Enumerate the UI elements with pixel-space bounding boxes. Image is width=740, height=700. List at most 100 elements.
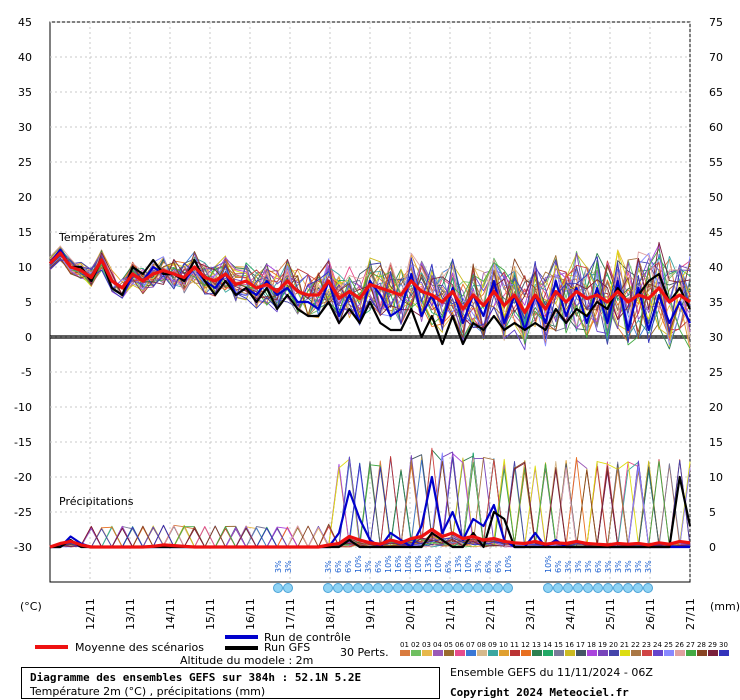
left-tick-label: -15 [14,436,32,449]
snow-percent-label: 3% [324,560,333,573]
gfs-temp-line [49,251,691,346]
pert-legend: 01 02 03 04 05 06 07 08 09 10 11 12 13 14 15 16 17 18 19 20… [400,641,729,656]
left-tick-label: 45 [18,16,32,29]
pert-legend-swatch [543,650,553,656]
snowflake-icon [343,583,353,593]
pert-legend-label: 09 [488,641,497,649]
legend-control-label: Run de contrôle [264,631,351,644]
snow-percent-label: 3% [584,560,593,573]
left-tick-label: 35 [18,86,32,99]
right-tick-label: 70 [709,51,723,64]
right-tick-label: 65 [709,86,723,99]
legend: Moyenne des scénarios Run de contrôle Ru… [35,631,729,667]
pert-legend-label: 04 [433,641,442,649]
pert-legend-label: 21 [620,641,629,649]
right-tick-label: 10 [709,471,723,484]
left-tick-label: 30 [18,121,32,134]
legend-mean-label: Moyenne des scénarios [75,641,204,654]
date-label: 15/11 [204,598,217,630]
pert-legend-swatch [444,650,454,656]
snowflake-icon [613,583,623,593]
snow-percent-label: 13% [454,555,463,573]
pert-temp-line [49,256,691,344]
pert-legend-label: 23 [642,641,651,649]
snowflake-icon [553,583,563,593]
snowflake-icon [633,583,643,593]
pert-legend-label: 25 [664,641,673,649]
legend-gfs-label: Run GFS [264,641,310,654]
snow-percent-label: 3% [634,560,643,573]
snowflake-icon [403,583,413,593]
pert-legend-label: 12 [521,641,530,649]
right-tick-label: 55 [709,156,723,169]
pert-legend-label: 14 [543,641,552,649]
pert-legend-label: 17 [576,641,585,649]
left-unit-label: (°C) [20,600,42,613]
right-tick-label: 20 [709,401,723,414]
snowflake-icon [583,583,593,593]
pert-legend-label: 24 [653,641,662,649]
snowflake-icon [503,583,513,593]
left-tick-label: -25 [14,506,32,519]
series-lines [48,241,692,549]
snowflake-icon [353,583,363,593]
date-label: 16/11 [244,598,257,630]
left-tick-label: 10 [18,261,32,274]
snow-percent-label: 10% [414,555,423,573]
snowflake-icon [493,583,503,593]
date-label: 12/11 [84,598,97,630]
pert-temp-line [49,251,691,340]
pert-legend-label: 26 [675,641,684,649]
date-label: 22/11 [484,598,497,630]
pert-legend-swatch [587,650,597,656]
left-tick-label: 0 [25,331,32,344]
copyright: Copyright 2024 Meteociel.fr [450,686,629,699]
mean-temp-line [48,251,691,315]
snowflake-icon [563,583,573,593]
pert-legend-swatch [642,650,652,656]
snow-percent-label: 6% [374,560,383,573]
pert-legend-label: 19 [598,641,607,649]
date-label: 23/11 [524,598,537,630]
snowflake-icon [443,583,453,593]
snowflake-icon [473,583,483,593]
pert-legend-swatch [708,650,718,656]
mean-precip-line [49,527,691,549]
pert-legend-swatch [565,650,575,656]
date-label: 17/11 [284,598,297,630]
pert-legend-swatch [675,650,685,656]
pert-legend-swatch [686,650,696,656]
pert-legend-swatch [653,650,663,656]
right-tick-label: 25 [709,366,723,379]
snowflake-icon [573,583,583,593]
pert-legend-label: 08 [477,641,486,649]
pert-legend-swatch [477,650,487,656]
left-tick-label: -20 [14,471,32,484]
pert-legend-swatch [620,650,630,656]
chart-subtitle: Température 2m (°C) , précipitations (mm… [29,685,265,698]
pert-legend-label: 01 [400,641,409,649]
pert-legend-label: 16 [565,641,574,649]
snowflake-icon [463,583,473,593]
run-info: Ensemble GEFS du 11/11/2024 - 06Z [450,666,653,679]
snowflake-icon [433,583,443,593]
snowflake-icon [483,583,493,593]
left-axis-ticks: 45 40 35 30 25 20 15 10 5 0 -5 -10 -15 -20 -25 -30 [14,16,32,554]
snowflake-icon [283,583,293,593]
snowflake-icon [363,583,373,593]
pert-legend-label: 11 [510,641,519,649]
precip-panel-label: Précipitations [59,495,134,508]
snowflake-icon [603,583,613,593]
snowflake-icon [373,583,383,593]
pert-legend-swatch [433,650,443,656]
right-tick-label: 45 [709,226,723,239]
date-label: 19/11 [364,598,377,630]
right-tick-label: 5 [709,506,716,519]
snow-percent-label: 3% [604,560,613,573]
snow-percent-label: 6% [594,560,603,573]
pert-legend-label: 10 [499,641,508,649]
title-box [21,667,440,699]
left-tick-label: 40 [18,51,32,64]
snow-percent-label: 3% [564,560,573,573]
